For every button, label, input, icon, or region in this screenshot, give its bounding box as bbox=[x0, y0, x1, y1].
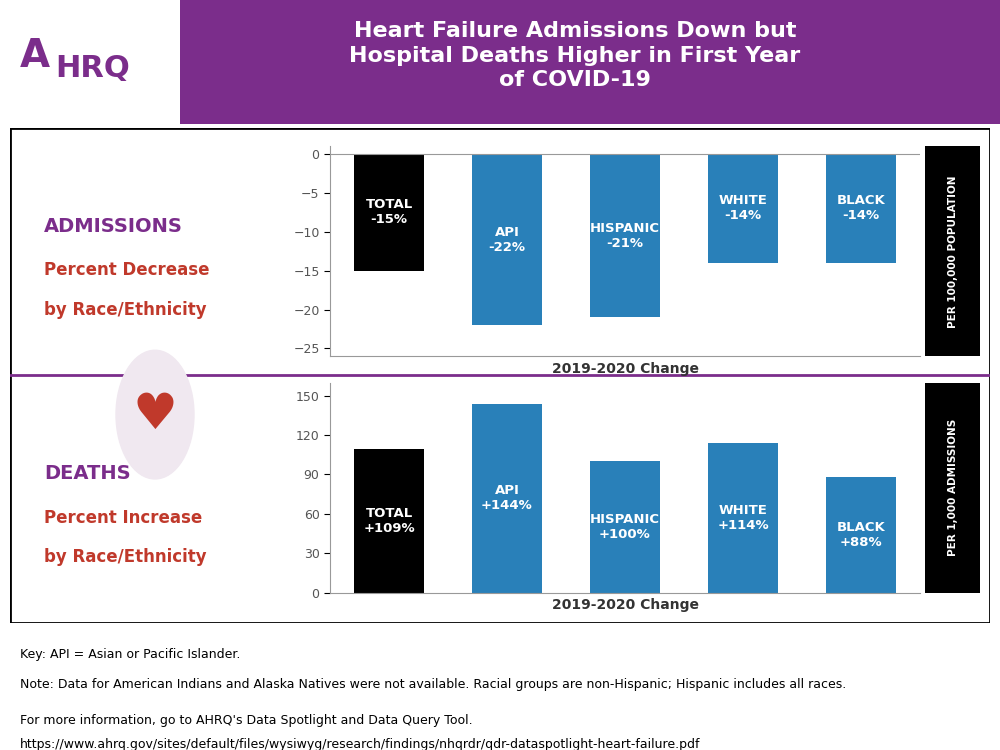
Text: by Race/Ethnicity: by Race/Ethnicity bbox=[44, 548, 207, 566]
Text: Percent Decrease: Percent Decrease bbox=[44, 261, 210, 279]
X-axis label: 2019-2020 Change: 2019-2020 Change bbox=[552, 598, 698, 612]
Bar bbox=[590, 461, 660, 592]
Text: ADMISSIONS: ADMISSIONS bbox=[44, 217, 183, 236]
Bar bbox=[354, 154, 424, 271]
FancyBboxPatch shape bbox=[925, 382, 980, 592]
Text: TOTAL
-15%: TOTAL -15% bbox=[365, 198, 413, 226]
Text: For more information, go to AHRQ's Data Spotlight and Data Query Tool.: For more information, go to AHRQ's Data … bbox=[20, 714, 472, 727]
Text: HISPANIC
+100%: HISPANIC +100% bbox=[590, 513, 660, 541]
FancyBboxPatch shape bbox=[180, 0, 1000, 124]
Text: BLACK
+88%: BLACK +88% bbox=[837, 520, 885, 549]
Text: ♥: ♥ bbox=[133, 391, 177, 439]
Text: WHITE
+114%: WHITE +114% bbox=[717, 504, 769, 532]
Bar bbox=[708, 154, 778, 263]
Circle shape bbox=[116, 350, 194, 479]
Text: https://www.ahrq.gov/sites/default/files/wysiwyg/research/findings/nhqrdr/qdr-da: https://www.ahrq.gov/sites/default/files… bbox=[20, 738, 700, 750]
Text: BLACK
-14%: BLACK -14% bbox=[837, 194, 885, 223]
Bar bbox=[826, 154, 896, 263]
Text: DEATHS: DEATHS bbox=[44, 464, 131, 483]
Bar bbox=[472, 404, 542, 592]
Text: TOTAL
+109%: TOTAL +109% bbox=[363, 507, 415, 535]
Bar bbox=[472, 154, 542, 326]
FancyBboxPatch shape bbox=[0, 0, 180, 124]
Bar bbox=[354, 449, 424, 592]
Text: HRQ: HRQ bbox=[55, 53, 130, 82]
Text: API
-22%: API -22% bbox=[488, 226, 526, 254]
Bar bbox=[708, 442, 778, 592]
Text: Note: Data for American Indians and Alaska Natives were not available. Racial gr: Note: Data for American Indians and Alas… bbox=[20, 678, 846, 691]
Text: Percent Increase: Percent Increase bbox=[44, 509, 202, 526]
Text: PER 100,000 POPULATION: PER 100,000 POPULATION bbox=[948, 175, 958, 328]
Text: HISPANIC
-21%: HISPANIC -21% bbox=[590, 222, 660, 250]
Bar bbox=[590, 154, 660, 317]
Text: API
+144%: API +144% bbox=[481, 484, 533, 512]
FancyBboxPatch shape bbox=[925, 146, 980, 356]
Text: A: A bbox=[20, 37, 50, 75]
X-axis label: 2019-2020 Change: 2019-2020 Change bbox=[552, 362, 698, 376]
Text: by Race/Ethnicity: by Race/Ethnicity bbox=[44, 301, 207, 319]
Text: Heart Failure Admissions Down but
Hospital Deaths Higher in First Year
of COVID-: Heart Failure Admissions Down but Hospit… bbox=[349, 21, 801, 91]
FancyBboxPatch shape bbox=[10, 128, 990, 622]
Text: Key: API = Asian or Pacific Islander.: Key: API = Asian or Pacific Islander. bbox=[20, 648, 240, 661]
Bar bbox=[826, 477, 896, 592]
Text: WHITE
-14%: WHITE -14% bbox=[719, 194, 767, 223]
Text: PER 1,000 ADMISSIONS: PER 1,000 ADMISSIONS bbox=[948, 419, 958, 556]
